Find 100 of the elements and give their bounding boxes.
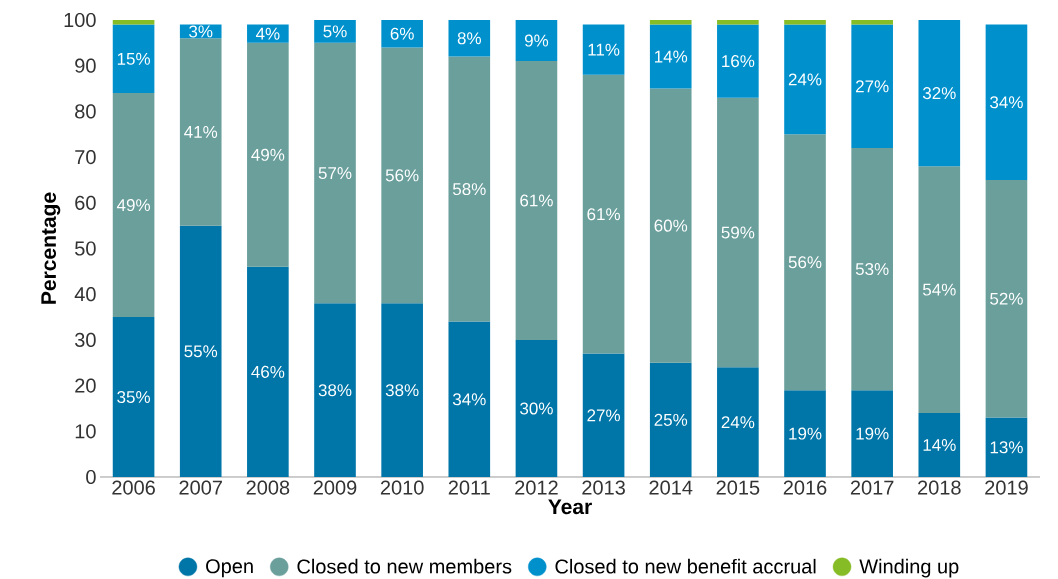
x-tick-label: 2015 [716,480,760,495]
x-tick-label: 2010 [380,480,424,495]
legend-label: Closed to new members [297,558,512,574]
data-label: 57% [318,167,352,180]
data-label: 38% [385,384,419,397]
y-tick-label: 10 [75,424,96,439]
data-label: 16% [722,55,755,68]
bar [784,24,826,135]
bar [112,93,155,318]
x-tick-label: 2006 [112,480,155,495]
data-label: 11% [588,43,620,56]
data-label: 49% [116,199,150,212]
bar [582,24,625,75]
bar [918,413,961,478]
data-label: 53% [855,263,889,276]
data-label: 27% [856,80,889,93]
x-tick-label: 2011 [448,480,490,495]
data-label: 19% [856,427,889,440]
data-label: 14% [655,50,688,63]
bar [381,47,423,304]
bar [784,134,826,391]
y-tick-label: 70 [75,150,96,165]
data-label: 32% [922,87,956,100]
data-label: 6% [390,27,414,40]
data-label: 60% [654,219,688,232]
bar [179,225,222,478]
bar [649,20,692,25]
bar [784,20,826,25]
x-tick-label: 2019 [985,480,1028,495]
data-label: 54% [922,283,956,296]
data-label: 9% [524,34,549,47]
bar [112,317,155,478]
bar [179,38,222,226]
data-label: 41% [184,126,218,138]
y-tick-label: 40 [74,287,96,302]
y-tick-label: 80 [75,104,96,119]
bar [851,20,893,25]
x-tick-label: 2016 [783,480,827,495]
x-tick-label: 2013 [582,480,625,495]
data-label: 46% [251,365,285,378]
data-label: 27% [587,409,620,422]
bar [649,88,692,363]
data-label: 59% [721,226,755,239]
data-label: 52% [990,292,1023,305]
bar [918,166,961,414]
bar [649,24,692,89]
x-tick-label: 2014 [649,480,693,495]
bar [851,148,893,391]
bar [515,20,558,62]
bar [649,362,692,478]
data-label: 34% [452,393,486,406]
y-tick-label: 60 [75,195,96,210]
data-label: 25% [654,413,688,426]
bar [112,20,155,25]
data-label: 56% [385,169,419,182]
bar [515,61,558,340]
bar [582,74,625,354]
bar [448,56,491,322]
data-label: 24% [721,416,755,429]
bar [851,390,893,478]
bar [851,24,893,149]
data-label: 34% [990,96,1023,109]
bar [918,20,961,167]
bar [784,390,826,478]
data-label: 30% [520,402,553,415]
bar [314,20,356,43]
data-label: 35% [117,391,150,404]
x-tick-label: 2008 [246,480,290,495]
data-label: 58% [452,183,486,196]
data-label: 14% [923,439,956,452]
bar [247,266,289,478]
y-tick-label: 20 [75,378,96,393]
x-axis-title: Year [548,499,592,515]
bar [985,180,1028,418]
x-tick-label: 2017 [850,480,894,495]
bar [985,24,1028,181]
bar [247,42,289,267]
bar [582,353,625,478]
y-tick-label: 90 [75,58,96,73]
legend-label: Winding up [859,558,959,578]
y-tick-label: 100 [64,12,96,28]
data-label: 49% [251,148,285,161]
data-label: 24% [788,73,822,86]
bar [717,24,759,98]
data-label: 55% [184,345,218,358]
bar [448,321,491,478]
y-tick-label: 30 [75,332,96,348]
data-label: 56% [788,256,822,269]
data-label: 4% [255,27,280,40]
data-label: 61% [587,208,620,221]
bar [985,417,1028,478]
x-tick-label: 2009 [313,480,357,495]
bar [112,24,155,94]
y-tick-label: 50 [75,241,96,256]
bar [314,303,356,478]
bar [314,42,356,304]
data-label: 13% [990,441,1023,454]
x-tick-label: 2012 [515,480,558,495]
x-tick-label: 2007 [179,480,222,495]
legend-label: Closed to new benefit accrual [555,558,816,574]
